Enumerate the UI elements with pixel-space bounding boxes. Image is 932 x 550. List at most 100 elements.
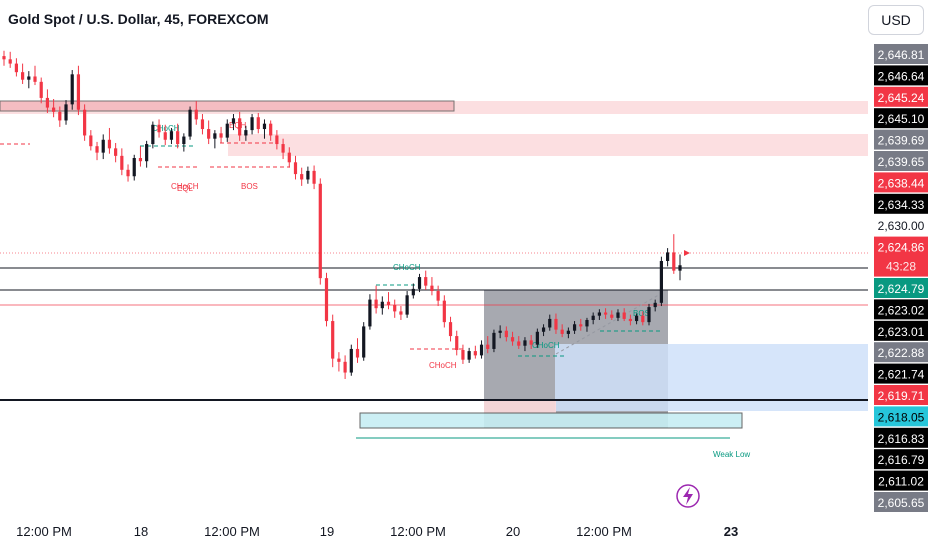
price-label: 2,623.01 bbox=[878, 325, 925, 339]
price-label-box bbox=[874, 129, 928, 150]
demand-zone-cyan bbox=[359, 412, 743, 429]
price-label: 2,619.71 bbox=[878, 389, 925, 403]
candle-body bbox=[70, 74, 74, 105]
annotation-choch: CHoCH bbox=[429, 361, 457, 370]
candle-body bbox=[349, 348, 353, 373]
price-label: 2,646.81 bbox=[878, 48, 925, 62]
time-tick-label: 12:00 PM bbox=[390, 524, 446, 539]
candle-body bbox=[176, 131, 180, 145]
price-label-box bbox=[874, 492, 928, 512]
price-label-box bbox=[874, 108, 928, 129]
candle-body bbox=[324, 278, 329, 322]
candle-body bbox=[287, 152, 291, 163]
candle-body bbox=[560, 329, 564, 334]
time-tick-label: 12:00 PM bbox=[576, 524, 632, 539]
candle-body bbox=[647, 307, 651, 323]
candle-body bbox=[101, 139, 105, 153]
candle-body bbox=[535, 331, 539, 345]
candle-body bbox=[628, 318, 632, 322]
annotation-choch: CHoCH bbox=[152, 124, 180, 133]
time-tick-label: 12:00 PM bbox=[16, 524, 72, 539]
annotation-eqh: EQH bbox=[229, 121, 247, 130]
candle-body bbox=[194, 109, 198, 120]
candle-body bbox=[585, 319, 589, 327]
candle-body bbox=[678, 265, 682, 271]
candle-series bbox=[2, 50, 682, 379]
price-label-box bbox=[874, 151, 928, 171]
candle-body bbox=[473, 351, 477, 356]
price-label: 2,630.00 bbox=[878, 219, 925, 233]
annotation-weak-low: Weak Low bbox=[713, 450, 750, 459]
candle-body bbox=[430, 285, 434, 292]
candle-body bbox=[510, 337, 515, 342]
candle-body bbox=[318, 183, 322, 279]
candle-body bbox=[436, 291, 440, 301]
candle-body bbox=[572, 324, 577, 331]
candle-body bbox=[33, 76, 37, 82]
annotation-choch: CHoCH bbox=[171, 182, 199, 191]
candle-body bbox=[417, 277, 422, 289]
candle-body bbox=[672, 252, 676, 271]
time-tick-label: 19 bbox=[320, 524, 334, 539]
candle-body bbox=[200, 119, 205, 130]
candle-body bbox=[306, 170, 310, 180]
candle-body bbox=[659, 260, 663, 303]
candle-body bbox=[498, 330, 502, 333]
candle-body bbox=[107, 139, 112, 149]
candle-body bbox=[293, 162, 298, 175]
candle-body bbox=[603, 312, 608, 315]
candle-body bbox=[89, 135, 93, 147]
candle-body bbox=[374, 299, 378, 309]
price-label-box bbox=[874, 193, 928, 214]
price-label: 2,624.86 bbox=[878, 241, 925, 255]
candle-body bbox=[256, 117, 260, 130]
annotation-choch: CHoCH bbox=[393, 263, 421, 272]
price-label-box bbox=[874, 449, 928, 470]
candle-body bbox=[368, 299, 372, 327]
candle-body bbox=[579, 324, 583, 327]
candle-body bbox=[610, 314, 614, 318]
price-label: 2,645.10 bbox=[878, 112, 925, 126]
candle-body bbox=[138, 158, 143, 162]
candle-body bbox=[393, 304, 397, 312]
chart-title: Gold Spot / U.S. Dollar, 45, FOREXCOM bbox=[8, 11, 269, 27]
candle-body bbox=[151, 124, 155, 145]
demand-zone-pink bbox=[484, 400, 556, 413]
price-label-box bbox=[874, 44, 928, 64]
supply-zone-top-box bbox=[0, 100, 455, 112]
currency-button[interactable]: USD bbox=[868, 5, 924, 35]
candle-body bbox=[83, 109, 87, 136]
candle-body bbox=[622, 312, 626, 319]
candle-body bbox=[269, 123, 273, 136]
candle-body bbox=[145, 144, 149, 162]
candle-body bbox=[523, 340, 527, 346]
candle-body bbox=[45, 97, 50, 108]
candle-body bbox=[343, 361, 347, 373]
candle-body bbox=[455, 336, 459, 351]
candle-body bbox=[597, 312, 601, 316]
candle-body bbox=[58, 111, 62, 121]
candle-body bbox=[492, 332, 496, 349]
annotation-bos: BOS bbox=[633, 309, 650, 318]
candle-body bbox=[281, 144, 285, 153]
time-axis[interactable]: 12:00 PM 18 12:00 PM 19 12:00 PM 20 12:00 PM 23 bbox=[16, 524, 738, 539]
candle-body bbox=[14, 63, 19, 73]
current-price-marker bbox=[684, 250, 690, 256]
price-label-box bbox=[874, 406, 928, 427]
lightning-bolt-icon[interactable] bbox=[676, 484, 700, 508]
candle-body bbox=[442, 300, 446, 323]
price-label-box bbox=[874, 342, 928, 363]
candle-body bbox=[517, 341, 521, 346]
price-label-box bbox=[874, 363, 928, 384]
candle-body bbox=[163, 132, 167, 140]
candle-body bbox=[424, 277, 428, 286]
time-tick-label: 20 bbox=[506, 524, 520, 539]
candle-body bbox=[461, 350, 465, 360]
annotation-bos: BOS bbox=[241, 182, 258, 191]
candle-body bbox=[337, 358, 341, 362]
candle-body bbox=[355, 348, 360, 358]
candle-body bbox=[405, 295, 409, 315]
candle-body bbox=[275, 135, 279, 145]
time-tick-label: 18 bbox=[134, 524, 148, 539]
